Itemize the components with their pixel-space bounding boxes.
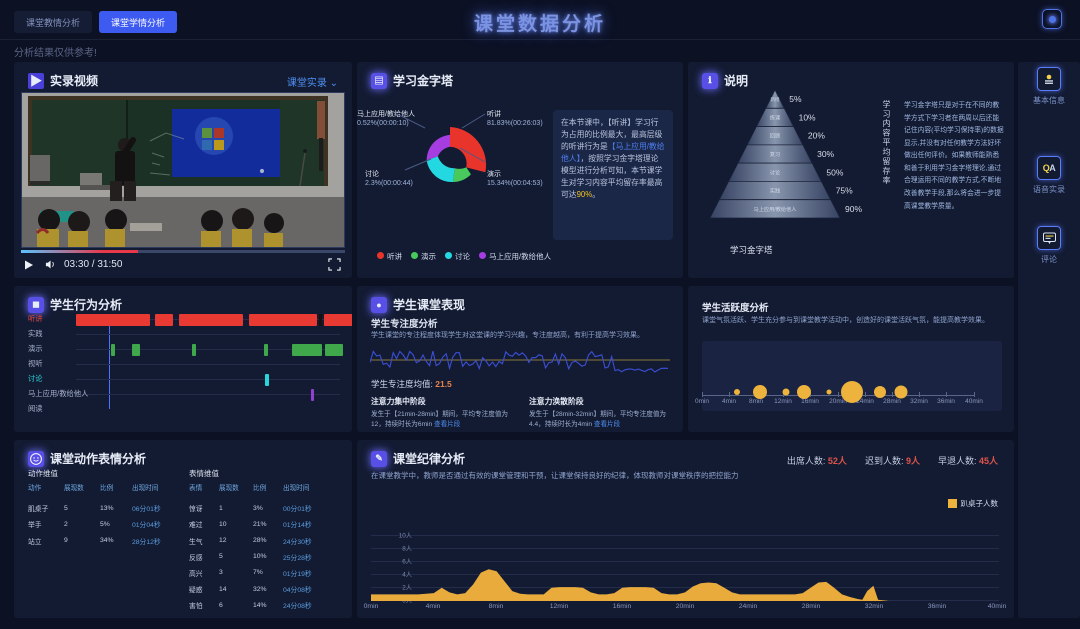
svg-text:练课: 练课 (770, 113, 781, 121)
svg-text:75%: 75% (836, 186, 853, 196)
svg-text:复习: 复习 (770, 150, 780, 158)
svg-text:马上应用/教给他人: 马上应用/教给他人 (754, 205, 797, 213)
svg-text:新授: 新授 (771, 96, 780, 103)
svg-text:10%: 10% (799, 112, 816, 122)
svg-text:回顾: 回顾 (770, 133, 780, 140)
svg-text:20%: 20% (808, 131, 825, 141)
svg-text:30%: 30% (817, 149, 834, 159)
svg-text:90%: 90% (845, 204, 862, 214)
svg-text:5%: 5% (789, 94, 802, 104)
svg-text:50%: 50% (826, 167, 843, 177)
svg-text:讨论: 讨论 (770, 168, 781, 176)
svg-text:实践: 实践 (770, 187, 780, 195)
